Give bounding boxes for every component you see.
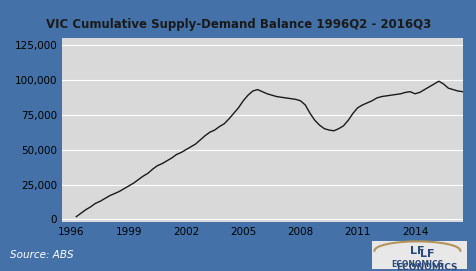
Text: ECONOMICS: ECONOMICS (395, 263, 456, 271)
Text: LF: LF (409, 246, 424, 256)
Text: LF: LF (419, 249, 433, 259)
FancyBboxPatch shape (371, 241, 466, 269)
Text: Source: ABS: Source: ABS (10, 250, 73, 260)
Text: ECONOMICS: ECONOMICS (390, 260, 443, 269)
Text: VIC Cumulative Supply-Demand Balance 1996Q2 - 2016Q3: VIC Cumulative Supply-Demand Balance 199… (46, 18, 430, 31)
